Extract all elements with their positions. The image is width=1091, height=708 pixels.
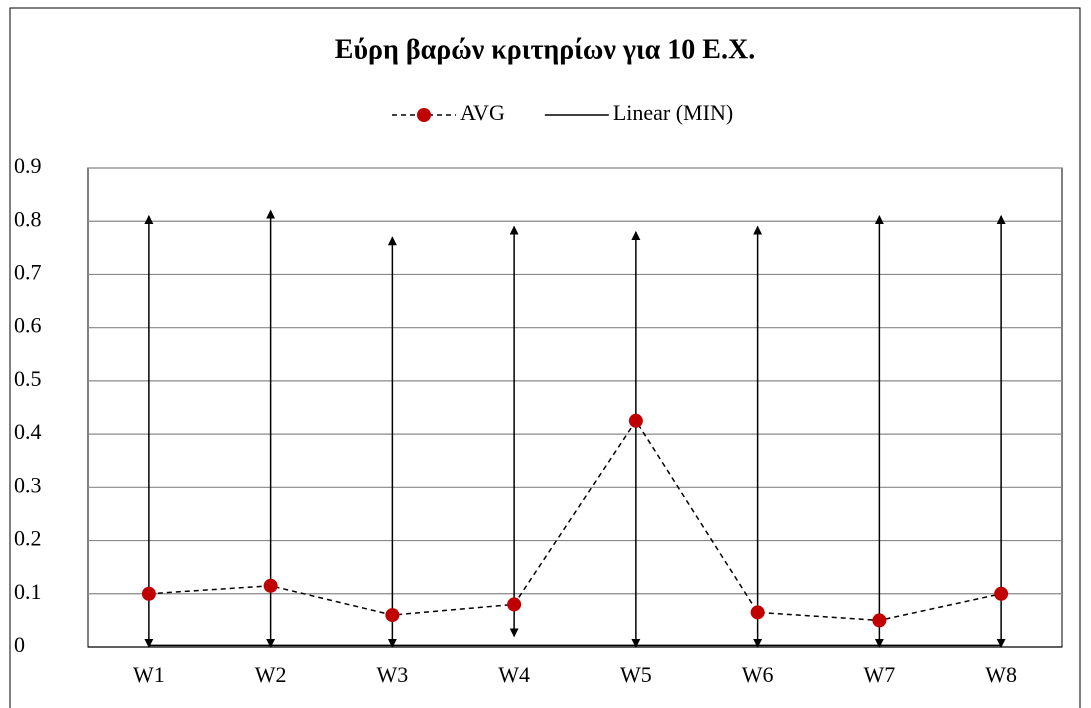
- legend-label: Linear (MIN): [613, 100, 733, 125]
- x-tick-label: W8: [985, 662, 1017, 687]
- y-tick-label: 0.6: [14, 313, 42, 338]
- data-point: [263, 578, 278, 593]
- x-tick-label: W5: [620, 662, 652, 687]
- x-tick-label: W3: [376, 662, 408, 687]
- y-tick-label: 0: [14, 632, 25, 657]
- data-point: [141, 586, 156, 601]
- data-point: [750, 605, 765, 620]
- y-tick-label: 0.4: [14, 419, 42, 444]
- series-line: [148, 419, 1002, 622]
- x-tick-label: W6: [742, 662, 774, 687]
- y-tick-label: 0.9: [14, 153, 42, 178]
- data-point: [507, 597, 522, 612]
- data-point: [628, 413, 643, 428]
- legend-marker: [417, 108, 431, 122]
- chart-title: Εύρη βαρών κριτηρίων για 10 Ε.Χ.: [335, 34, 755, 65]
- data-point: [994, 586, 1009, 601]
- y-tick-label: 0.5: [14, 366, 42, 391]
- y-tick-label: 0.7: [14, 259, 42, 284]
- y-tick-label: 0.8: [14, 206, 42, 231]
- x-tick-label: W7: [863, 662, 895, 687]
- y-tick-label: 0.3: [14, 472, 42, 497]
- x-tick-label: W4: [498, 662, 530, 687]
- data-point: [872, 613, 887, 628]
- x-tick-label: W1: [133, 662, 165, 687]
- data-point: [385, 608, 400, 623]
- legend-label: AVG: [460, 100, 505, 125]
- x-tick-label: W2: [255, 662, 287, 687]
- y-tick-label: 0.1: [14, 579, 42, 604]
- chart-frame: [9, 7, 1081, 708]
- y-tick-label: 0.2: [14, 526, 42, 551]
